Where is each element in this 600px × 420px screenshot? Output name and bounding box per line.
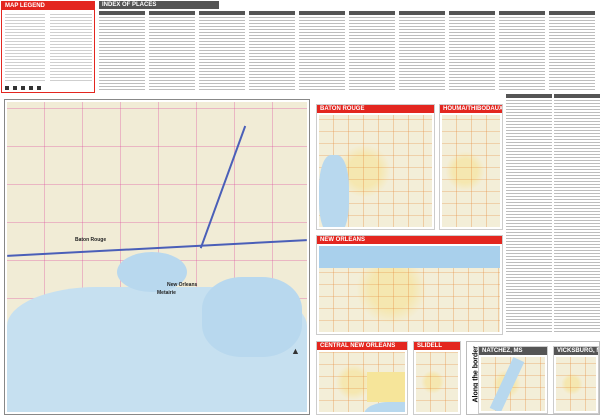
map-legend: MAP LEGEND <box>1 1 95 93</box>
index-title: INDEX OF PLACES <box>99 1 219 9</box>
inset-title: SLIDELL <box>414 342 460 350</box>
inset-slidell[interactable]: SLIDELL <box>413 341 461 415</box>
north-arrow-icon: ▲ <box>291 346 300 356</box>
scale-bar <box>5 86 45 90</box>
interstate-55 <box>199 125 246 249</box>
index-of-places: INDEX OF PLACES <box>99 1 600 94</box>
inset-title: VICKSBURG, MS <box>554 347 598 355</box>
inset-title: CENTRAL NEW ORLEANS <box>317 342 407 350</box>
inset-new-orleans[interactable]: NEW ORLEANS <box>316 235 503 335</box>
inset-houma-thibodaux[interactable]: HOUMA/THIBODAUX <box>439 104 503 230</box>
legend-symbols-left <box>5 13 45 83</box>
inset-vicksburg[interactable]: VICKSBURG, MS <box>553 346 599 414</box>
inset-title: HOUMA/THIBODAUX <box>440 105 502 113</box>
index-continued <box>506 94 600 334</box>
inset-title: NATCHEZ, MS <box>479 347 547 355</box>
label-baton-rouge: Baton Rouge <box>75 237 107 243</box>
inset-natchez[interactable]: NATCHEZ, MS <box>478 346 548 414</box>
inset-central-new-orleans[interactable]: CENTRAL NEW ORLEANS <box>316 341 408 415</box>
legend-symbols-right <box>50 13 92 83</box>
label-new-orleans: New Orleans <box>167 282 198 288</box>
along-the-border: Along the border NATCHEZ, MS VICKSBURG, … <box>466 341 600 415</box>
inset-baton-rouge[interactable]: BATON ROUGE <box>316 104 435 230</box>
inset-title: BATON ROUGE <box>317 105 434 113</box>
main-map[interactable]: Baton Rouge New Orleans Metairie ▲ <box>4 99 310 415</box>
inset-title: NEW ORLEANS <box>317 236 502 244</box>
lake-pontchartrain <box>117 252 187 292</box>
label-metairie: Metairie <box>157 290 176 296</box>
lake-borgne <box>202 277 302 357</box>
legend-title: MAP LEGEND <box>2 2 94 10</box>
